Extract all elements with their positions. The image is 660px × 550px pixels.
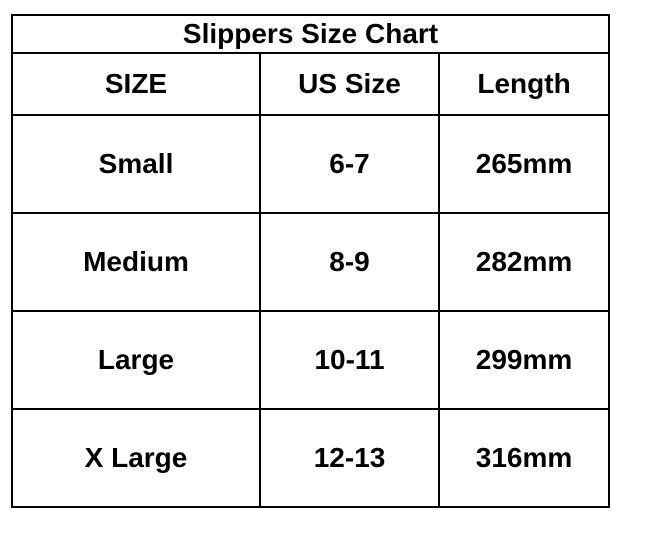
- table-row-small: Small 6-7 265mm: [11, 114, 611, 214]
- cell-us-size-large: 10-11: [259, 310, 440, 410]
- column-header-size: SIZE: [11, 52, 261, 116]
- cell-length-small: 265mm: [437, 114, 611, 214]
- cell-size-medium: Medium: [11, 212, 261, 312]
- cell-us-size-x-large: 12-13: [259, 408, 440, 508]
- table-row-large: Large 10-11 299mm: [11, 310, 611, 410]
- cell-size-x-large: X Large: [11, 408, 261, 508]
- size-chart-table: Slippers Size Chart SIZE US Size Length …: [10, 14, 611, 508]
- table-row-medium: Medium 8-9 282mm: [11, 212, 611, 312]
- cell-us-size-medium: 8-9: [259, 212, 440, 312]
- table-row-x-large: X Large 12-13 316mm: [11, 408, 611, 508]
- cell-length-medium: 282mm: [437, 212, 611, 312]
- column-header-us-size: US Size: [259, 52, 440, 116]
- cell-us-size-small: 6-7: [259, 114, 440, 214]
- table-header-row: SIZE US Size Length: [11, 52, 611, 116]
- cell-length-x-large: 316mm: [437, 408, 611, 508]
- cell-length-large: 299mm: [437, 310, 611, 410]
- table-title-row: Slippers Size Chart: [10, 14, 611, 54]
- column-header-length: Length: [437, 52, 611, 116]
- table-title: Slippers Size Chart: [10, 14, 611, 54]
- cell-size-small: Small: [11, 114, 261, 214]
- cell-size-large: Large: [11, 310, 261, 410]
